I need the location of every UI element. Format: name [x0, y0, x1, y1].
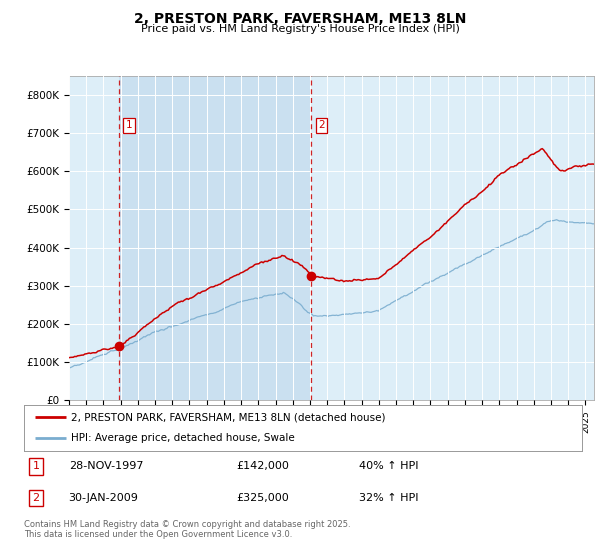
Text: 1: 1	[32, 461, 40, 472]
Text: 28-NOV-1997: 28-NOV-1997	[68, 461, 143, 472]
Text: Price paid vs. HM Land Registry's House Price Index (HPI): Price paid vs. HM Land Registry's House …	[140, 24, 460, 34]
Text: HPI: Average price, detached house, Swale: HPI: Average price, detached house, Swal…	[71, 433, 295, 444]
Text: 40% ↑ HPI: 40% ↑ HPI	[359, 461, 418, 472]
Text: Contains HM Land Registry data © Crown copyright and database right 2025.
This d: Contains HM Land Registry data © Crown c…	[24, 520, 350, 539]
Text: 2: 2	[32, 493, 40, 503]
Text: 2, PRESTON PARK, FAVERSHAM, ME13 8LN: 2, PRESTON PARK, FAVERSHAM, ME13 8LN	[134, 12, 466, 26]
Text: 2: 2	[318, 120, 325, 130]
Text: 1: 1	[126, 120, 133, 130]
Bar	[119, 76, 311, 400]
Text: 30-JAN-2009: 30-JAN-2009	[68, 493, 139, 503]
Text: £142,000: £142,000	[236, 461, 289, 472]
Text: 32% ↑ HPI: 32% ↑ HPI	[359, 493, 418, 503]
Text: 2, PRESTON PARK, FAVERSHAM, ME13 8LN (detached house): 2, PRESTON PARK, FAVERSHAM, ME13 8LN (de…	[71, 412, 386, 422]
Text: £325,000: £325,000	[236, 493, 289, 503]
